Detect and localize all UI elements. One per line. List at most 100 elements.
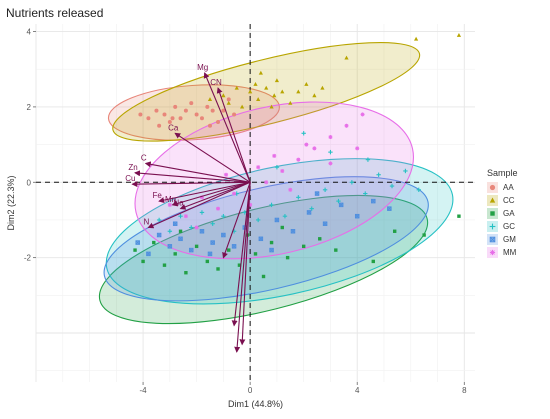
data-point: [261, 274, 266, 279]
legend-label: GM: [503, 235, 516, 244]
data-point: [199, 229, 205, 234]
data-point: [170, 116, 175, 121]
data-point: [216, 267, 220, 271]
data-point: [416, 187, 421, 193]
loading-label: Na: [173, 199, 184, 208]
data-point: [304, 81, 309, 86]
data-point: [301, 131, 306, 136]
data-point: [282, 213, 288, 219]
data-point: [309, 206, 314, 211]
data-point: [224, 172, 229, 177]
data-point: [183, 214, 188, 219]
data-point: [306, 210, 312, 215]
loading-label: Ca: [168, 123, 179, 132]
data-point: [173, 104, 178, 109]
data-point: [237, 263, 242, 267]
data-point: [296, 89, 301, 94]
data-point: [183, 108, 188, 113]
data-point: [178, 229, 183, 233]
data-point: [253, 81, 258, 86]
data-point: [167, 229, 173, 234]
loading-label: Cu: [125, 174, 135, 183]
data-point: [189, 225, 194, 230]
data-point: [240, 104, 245, 109]
data-point: [167, 119, 172, 124]
data-point: [269, 202, 274, 208]
data-point: [173, 252, 177, 256]
data-point: [172, 221, 178, 226]
confidence-ellipses: [98, 42, 454, 325]
loading-arrow: [134, 170, 251, 183]
data-point: [392, 229, 397, 233]
data-point: [269, 247, 274, 253]
data-point: [232, 112, 237, 117]
data-point: [232, 191, 237, 196]
loading-arrow: [147, 181, 251, 229]
data-point: [199, 210, 205, 215]
data-point: [226, 97, 231, 102]
data-point: [231, 244, 237, 249]
data-point: [336, 198, 341, 204]
legend-title: Sample: [487, 168, 518, 178]
y-tick-label: 4: [27, 28, 32, 37]
data-point: [184, 271, 188, 275]
loading-label: Fe: [152, 191, 162, 200]
data-point: [194, 225, 199, 230]
data-point: [221, 93, 226, 98]
loading-arrow: [239, 182, 251, 346]
legend-rows: AA CC GA GC GM MM: [487, 181, 518, 259]
legend-key-icon: [487, 234, 498, 245]
data-point: [207, 97, 213, 101]
data-point: [135, 240, 140, 245]
data-point: [355, 146, 360, 151]
legend-label: GC: [503, 222, 515, 231]
data-point: [403, 168, 408, 174]
data-point: [221, 108, 226, 113]
data-point: [322, 187, 328, 193]
y-tick-label: 2: [27, 103, 32, 112]
data-point: [296, 195, 301, 200]
legend-label: MM: [503, 248, 517, 257]
legend-label: CC: [503, 196, 515, 205]
data-point: [205, 104, 210, 109]
data-point: [210, 108, 215, 113]
data-point: [156, 217, 162, 223]
data-point: [371, 259, 375, 264]
loading-arrow: [231, 182, 251, 327]
data-point: [304, 142, 309, 147]
legend-key-icon: [487, 195, 498, 206]
data-point: [189, 247, 194, 253]
data-point: [296, 157, 301, 162]
ellipse-gc: [105, 158, 454, 305]
data-point: [221, 232, 226, 238]
data-point: [360, 112, 365, 117]
data-point: [234, 85, 239, 90]
data-point: [344, 123, 349, 128]
data-point: [320, 85, 325, 90]
ellipse-cc: [112, 42, 421, 142]
data-point: [328, 135, 333, 140]
legend-item-aa: AA: [487, 181, 518, 194]
data-point: [227, 248, 231, 252]
legend-marker: [489, 236, 496, 243]
legend-marker: [489, 197, 496, 203]
data-point: [138, 112, 143, 117]
data-point: [199, 116, 204, 121]
data-point: [194, 112, 199, 117]
data-point: [194, 244, 199, 249]
loading-label: Zn: [128, 163, 137, 172]
data-point: [167, 202, 172, 207]
data-point: [264, 180, 269, 185]
data-point: [338, 202, 344, 208]
data-point: [248, 89, 253, 94]
data-point: [216, 119, 221, 124]
data-point: [178, 116, 183, 121]
data-point: [274, 217, 280, 223]
data-point: [328, 161, 333, 166]
data-point: [322, 221, 328, 226]
loading-arrow: [174, 132, 251, 183]
legend-key-icon: [487, 221, 498, 232]
loading-label: N: [144, 217, 150, 226]
data-point: [457, 214, 461, 218]
